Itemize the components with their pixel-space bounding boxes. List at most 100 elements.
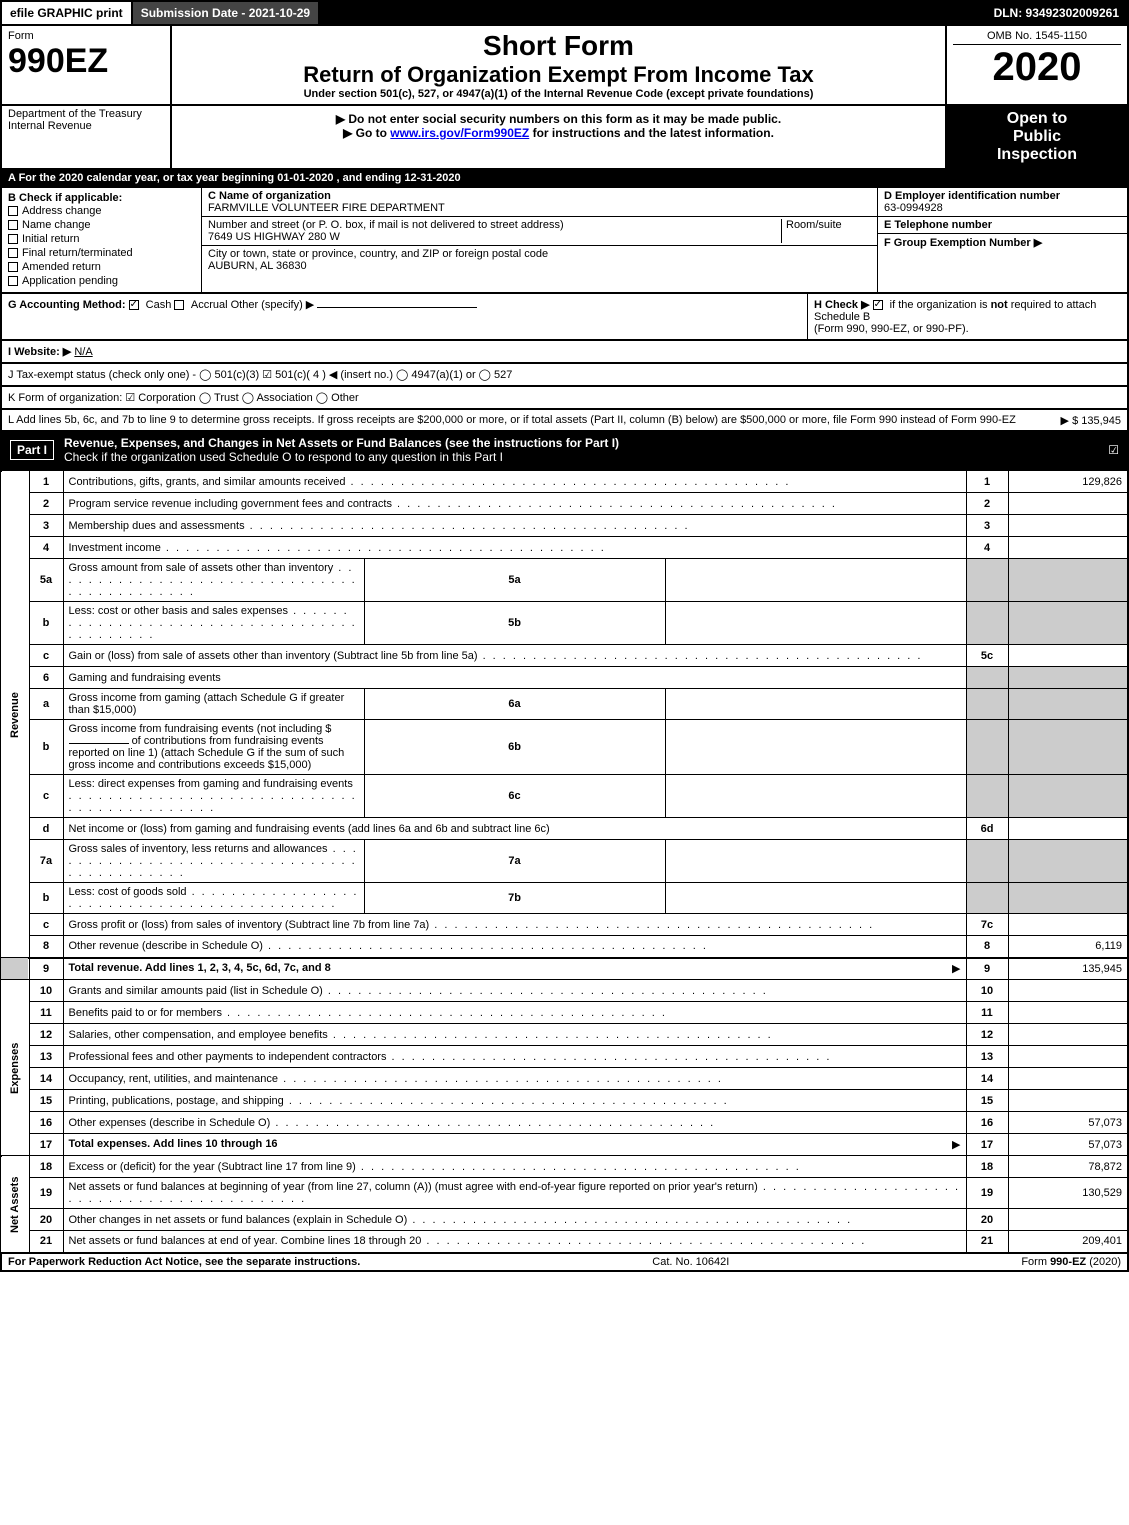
part-i-title: Revenue, Expenses, and Changes in Net As… xyxy=(64,436,619,450)
check-app-pending[interactable]: Application pending xyxy=(8,274,195,288)
box-c-label: C Name of organization xyxy=(208,190,331,202)
top-bar: efile GRAPHIC print Submission Date - 20… xyxy=(0,0,1129,26)
goto-pre: ▶ Go to xyxy=(343,126,390,140)
form-number: 990EZ xyxy=(8,42,164,81)
g-other: Other (specify) ▶ xyxy=(231,299,315,311)
part-i-label: Part I xyxy=(10,440,54,460)
efile-print-label[interactable]: efile GRAPHIC print xyxy=(2,2,131,24)
row-j-tax-exempt: J Tax-exempt status (check only one) - ◯… xyxy=(0,364,1129,387)
table-row: aGross income from gaming (attach Schedu… xyxy=(1,689,1128,720)
form-word: Form xyxy=(8,30,164,42)
g-other-input[interactable] xyxy=(317,307,477,308)
goto-post: for instructions and the latest informat… xyxy=(529,126,774,140)
no-ssn-warning: ▶ Do not enter social security numbers o… xyxy=(178,112,939,126)
part-i-header: Part I Revenue, Expenses, and Changes in… xyxy=(0,432,1129,470)
footer-left: For Paperwork Reduction Act Notice, see … xyxy=(8,1256,360,1268)
page-footer: For Paperwork Reduction Act Notice, see … xyxy=(0,1254,1129,1272)
header-row-2: Department of the Treasury Internal Reve… xyxy=(0,106,1129,170)
footer-right: Form 990-EZ (2020) xyxy=(1021,1256,1121,1268)
addr-label: Number and street (or P. O. box, if mail… xyxy=(208,219,564,231)
check-h[interactable] xyxy=(873,300,883,310)
h-label: H Check ▶ xyxy=(814,299,870,311)
return-title: Return of Organization Exempt From Incom… xyxy=(178,62,939,88)
dln-label: DLN: 93492302009261 xyxy=(986,2,1127,24)
table-row: 14Occupancy, rent, utilities, and mainte… xyxy=(1,1068,1128,1090)
irs-label: Internal Revenue xyxy=(8,120,164,132)
city-state-zip: AUBURN, AL 36830 xyxy=(208,260,307,272)
city-label: City or town, state or province, country… xyxy=(208,248,548,260)
footer-mid: Cat. No. 10642I xyxy=(652,1256,729,1268)
table-row: Expenses 10Grants and similar amounts pa… xyxy=(1,980,1128,1002)
part-i-check-text: Check if the organization used Schedule … xyxy=(64,450,503,464)
box-e-label: E Telephone number xyxy=(884,219,992,231)
check-name-change[interactable]: Name change xyxy=(8,218,195,232)
check-initial-return[interactable]: Initial return xyxy=(8,232,195,246)
box-d-label: D Employer identification number xyxy=(884,190,1060,202)
table-row: bGross income from fundraising events (n… xyxy=(1,720,1128,775)
open-to: Open to xyxy=(951,110,1123,128)
table-row: cGross profit or (loss) from sales of in… xyxy=(1,914,1128,936)
part-i-checked-icon: ☑ xyxy=(1108,443,1119,457)
table-row: 4Investment income4 xyxy=(1,537,1128,559)
revenue-section-label: Revenue xyxy=(1,471,29,958)
org-name: FARMVILLE VOLUNTEER FIRE DEPARTMENT xyxy=(208,202,445,214)
l-amount: ▶ $ 135,945 xyxy=(1061,414,1121,427)
table-row: 16Other expenses (describe in Schedule O… xyxy=(1,1112,1128,1134)
omb-number: OMB No. 1545-1150 xyxy=(953,30,1121,45)
ein-value: 63-0994928 xyxy=(884,202,943,214)
l-text: L Add lines 5b, 6c, and 7b to line 9 to … xyxy=(8,414,1016,426)
website-value: N/A xyxy=(74,346,92,358)
netassets-section-label: Net Assets xyxy=(1,1156,29,1253)
inspection-label: Inspection xyxy=(951,146,1123,164)
table-row: 7aGross sales of inventory, less returns… xyxy=(1,840,1128,883)
table-row: cLess: direct expenses from gaming and f… xyxy=(1,775,1128,818)
table-row: Revenue 1 Contributions, gifts, grants, … xyxy=(1,471,1128,493)
table-row: 19Net assets or fund balances at beginni… xyxy=(1,1178,1128,1209)
goto-line: ▶ Go to www.irs.gov/Form990EZ for instru… xyxy=(178,126,939,140)
table-row: 15Printing, publications, postage, and s… xyxy=(1,1090,1128,1112)
under-section: Under section 501(c), 527, or 4947(a)(1)… xyxy=(178,88,939,100)
short-form-title: Short Form xyxy=(178,30,939,62)
h-text3: (Form 990, 990-EZ, or 990-PF). xyxy=(814,323,969,335)
table-row: 8Other revenue (describe in Schedule O)8… xyxy=(1,936,1128,958)
table-row: Net Assets 18Excess or (deficit) for the… xyxy=(1,1156,1128,1178)
table-row: cGain or (loss) from sale of assets othe… xyxy=(1,645,1128,667)
table-row: 21Net assets or fund balances at end of … xyxy=(1,1231,1128,1253)
row-i-website: I Website: ▶ N/A xyxy=(0,341,1129,364)
table-row: 9Total revenue. Add lines 1, 2, 3, 4, 5c… xyxy=(1,958,1128,980)
check-accrual[interactable] xyxy=(174,300,184,310)
table-row: dNet income or (loss) from gaming and fu… xyxy=(1,818,1128,840)
box-f-label: F Group Exemption Number ▶ xyxy=(884,237,1042,249)
table-row: 17Total expenses. Add lines 10 through 1… xyxy=(1,1134,1128,1156)
table-row: 13Professional fees and other payments t… xyxy=(1,1046,1128,1068)
table-row: 11Benefits paid to or for members11 xyxy=(1,1002,1128,1024)
g-label: G Accounting Method: xyxy=(8,299,126,311)
check-amended[interactable]: Amended return xyxy=(8,260,195,274)
expenses-section-label: Expenses xyxy=(1,980,29,1156)
table-row: 3Membership dues and assessments3 xyxy=(1,515,1128,537)
check-cash[interactable] xyxy=(129,300,139,310)
table-row: 2Program service revenue including gover… xyxy=(1,493,1128,515)
row-k-form-org: K Form of organization: ☑ Corporation ◯ … xyxy=(0,387,1129,410)
part-i-table: Revenue 1 Contributions, gifts, grants, … xyxy=(0,470,1129,1254)
room-suite-label: Room/suite xyxy=(781,219,871,243)
dept-label: Department of the Treasury xyxy=(8,108,164,120)
irs-link[interactable]: www.irs.gov/Form990EZ xyxy=(390,126,529,140)
table-row: 12Salaries, other compensation, and empl… xyxy=(1,1024,1128,1046)
table-row: bLess: cost of goods sold7b xyxy=(1,883,1128,914)
box-b-title: B Check if applicable: xyxy=(8,192,122,204)
i-label: I Website: ▶ xyxy=(8,346,71,358)
table-row: 6Gaming and fundraising events xyxy=(1,667,1128,689)
public-label: Public xyxy=(951,128,1123,146)
check-address-change[interactable]: Address change xyxy=(8,204,195,218)
line-a-tax-year: A For the 2020 calendar year, or tax yea… xyxy=(0,170,1129,188)
street-address: 7649 US HIGHWAY 280 W xyxy=(208,231,340,243)
table-row: bLess: cost or other basis and sales exp… xyxy=(1,602,1128,645)
check-final-return[interactable]: Final return/terminated xyxy=(8,246,195,260)
table-row: 20Other changes in net assets or fund ba… xyxy=(1,1209,1128,1231)
row-g-h: G Accounting Method: Cash Accrual Other … xyxy=(0,294,1129,341)
form-header: Form 990EZ Short Form Return of Organiza… xyxy=(0,26,1129,106)
submission-date: Submission Date - 2021-10-29 xyxy=(131,2,320,24)
tax-year: 2020 xyxy=(953,45,1121,90)
fundraising-amount-input[interactable] xyxy=(69,743,129,744)
